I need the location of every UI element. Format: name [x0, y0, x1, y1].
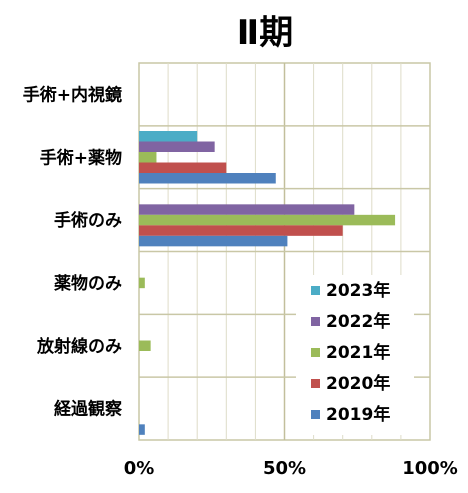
bar	[139, 131, 198, 142]
bar	[139, 173, 276, 184]
legend-label: 2022年	[326, 311, 390, 332]
legend-label: 2020年	[326, 373, 390, 394]
bar	[139, 277, 145, 289]
legend-swatch	[311, 317, 320, 326]
x-tick-label: 100%	[402, 458, 458, 479]
legend: 2023年 2022年 2021年 2020年 2019年	[296, 275, 414, 435]
bar	[139, 424, 145, 435]
legend-swatch	[311, 286, 320, 295]
bars	[139, 131, 396, 435]
legend-label: 2019年	[326, 404, 390, 425]
category-label: 経過観察	[54, 399, 123, 420]
bar	[139, 340, 151, 351]
legend-label: 2021年	[326, 342, 390, 363]
bar	[139, 162, 227, 173]
bar	[139, 235, 288, 247]
category-label: 手術+薬物	[40, 147, 122, 168]
category-label: 手術+内視鏡	[23, 84, 122, 105]
legend-swatch	[311, 348, 320, 357]
category-label: 手術のみ	[54, 210, 122, 231]
bar	[139, 152, 157, 163]
legend-swatch	[311, 379, 320, 388]
x-tick-label: 0%	[124, 458, 155, 479]
bar	[139, 204, 355, 215]
x-tick-label: 50%	[263, 458, 306, 479]
chart-title: Ⅱ期	[237, 13, 293, 53]
bar	[139, 225, 343, 236]
category-label: 放射線のみ	[36, 336, 122, 357]
category-label: 薬物のみ	[54, 273, 122, 294]
bar	[139, 214, 396, 226]
legend-swatch	[311, 410, 320, 419]
x-tick-labels: 0% 50% 100%	[124, 458, 458, 479]
legend-label: 2023年	[326, 280, 390, 301]
bar	[139, 141, 215, 152]
